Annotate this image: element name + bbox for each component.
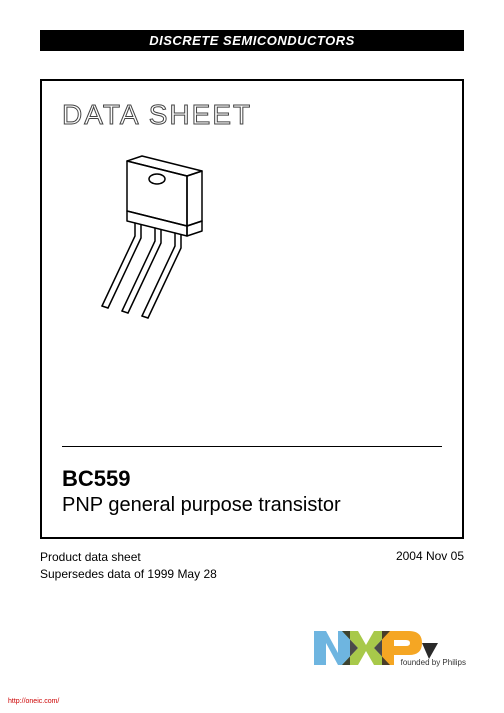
date-text: 2004 Nov 05 bbox=[396, 549, 464, 583]
founded-by-text: founded by Philips bbox=[401, 658, 466, 667]
part-description: PNP general purpose transistor bbox=[62, 494, 341, 517]
footer-left-block: Product data sheet Supersedes data of 19… bbox=[40, 549, 217, 583]
nxp-logo: founded by Philips bbox=[314, 623, 464, 673]
header-category-text: DISCRETE SEMICONDUCTORS bbox=[149, 33, 355, 48]
part-number: BC559 bbox=[62, 466, 341, 492]
transistor-package-icon bbox=[72, 151, 222, 331]
section-divider bbox=[62, 446, 442, 447]
supersedes-text: Supersedes data of 1999 May 28 bbox=[40, 566, 217, 583]
part-info-block: BC559 PNP general purpose transistor bbox=[62, 466, 341, 517]
footer-info-row: Product data sheet Supersedes data of 19… bbox=[40, 549, 464, 583]
doc-type-text: Product data sheet bbox=[40, 549, 217, 566]
document-title: DATA SHEET bbox=[62, 99, 442, 131]
header-category-bar: DISCRETE SEMICONDUCTORS bbox=[40, 30, 464, 51]
main-content-box: DATA SHEET BC559 PNP bbox=[40, 79, 464, 539]
source-url: http://oneic.com/ bbox=[8, 698, 59, 705]
